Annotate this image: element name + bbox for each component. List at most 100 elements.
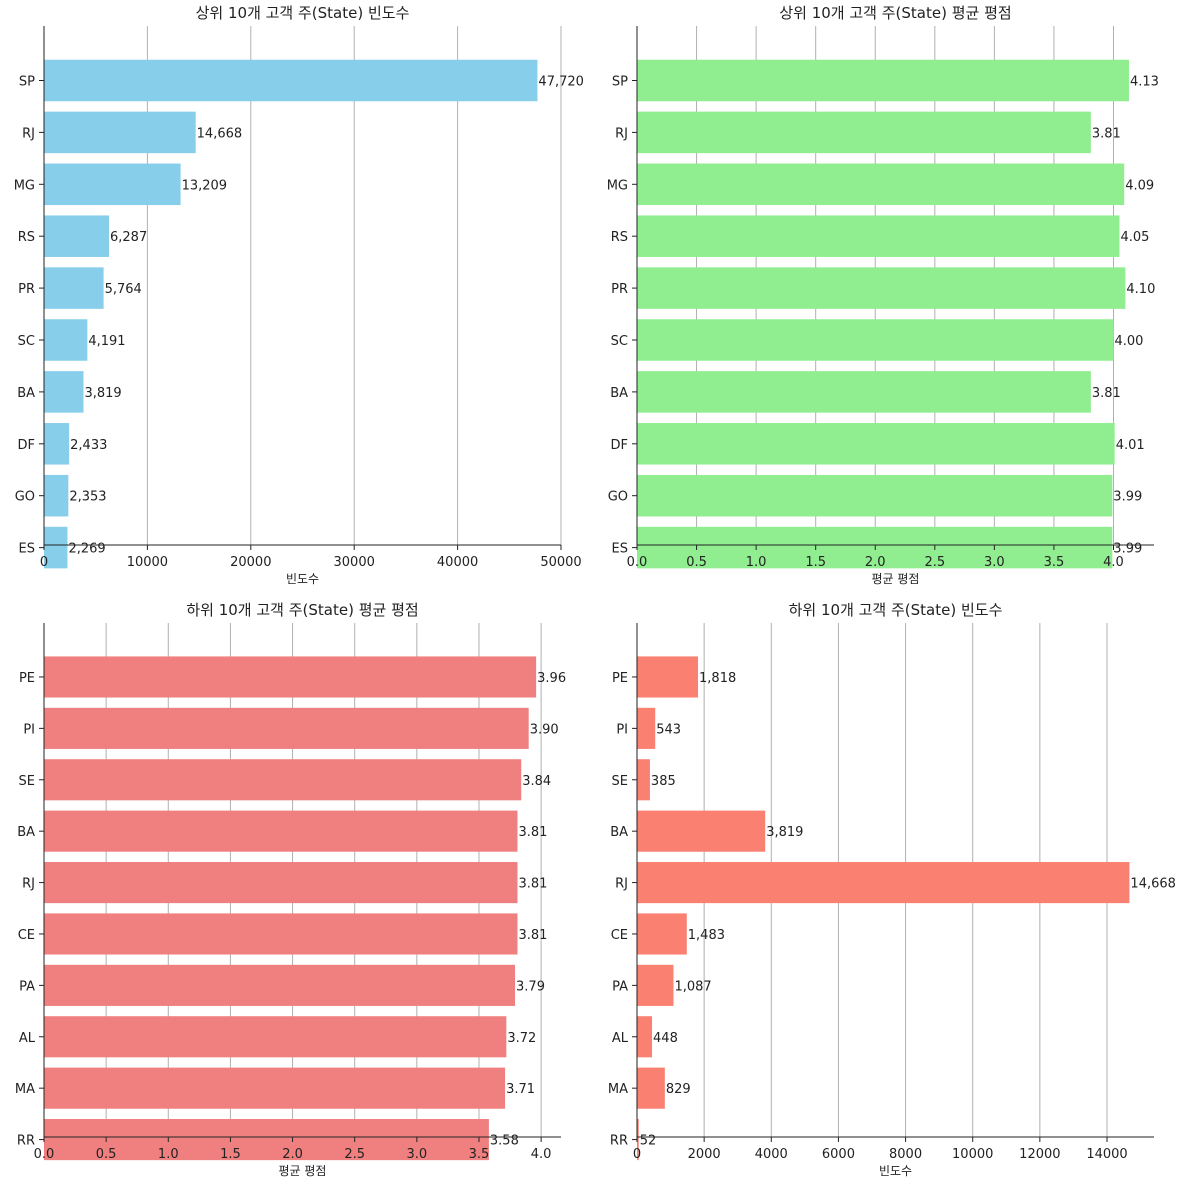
x-tick-label: 2.5 [344,1147,365,1162]
value-label: 13,209 [182,178,228,193]
x-tick-label: 1.5 [220,1147,241,1162]
bar-rj [44,862,518,904]
y-tick-label: RJ [615,126,628,141]
x-tick-label: 10000 [952,1147,993,1162]
y-tick-label: PE [612,671,628,686]
x-tick-label: 1.0 [158,1147,179,1162]
x-tick-label: 20000 [230,555,271,570]
value-label: 3.71 [506,1082,535,1097]
y-tick-label: MG [14,178,35,193]
bar-pr [637,267,1126,309]
chart-title: 하위 10개 고객 주(State) 평균 평점 [186,601,418,619]
value-label: 448 [653,1031,678,1046]
y-tick-label: AL [612,1031,629,1046]
y-tick-label: DF [18,438,36,453]
value-label: 2,269 [68,542,105,557]
bar-ce [44,913,518,955]
x-tick-label: 4000 [755,1147,788,1162]
bar-ba [637,371,1091,413]
value-label: 5,764 [105,282,142,297]
value-label: 2,433 [70,438,107,453]
x-tick-label: 3.0 [406,1147,427,1162]
value-label: 47,720 [538,74,584,89]
y-tick-label: RS [18,230,35,245]
bar-rj [44,111,196,154]
bar-rs [44,215,110,257]
value-label: 1,483 [688,928,725,943]
value-label: 4.09 [1125,178,1154,193]
y-tick-label: GO [15,490,35,505]
bar-al [637,1016,653,1058]
value-label: 3.81 [1092,386,1121,401]
x-tick-label: 6000 [822,1147,855,1162]
value-label: 14,668 [197,126,243,141]
x-tick-label: 2000 [688,1147,721,1162]
y-tick-label: RR [17,1134,35,1149]
value-label: 4.05 [1120,230,1149,245]
chart-1: SP 47,720 RJ 14,668 MG 13,209 RS 6,287 PR 5,764 SC… [14,4,584,586]
bar-pe [44,656,537,698]
x-tick-label: 0 [633,1147,641,1162]
value-label: 4.13 [1130,74,1159,89]
y-tick-label: BA [17,386,35,401]
x-axis-label: 평균 평점 [872,572,920,586]
value-label: 385 [651,774,676,789]
y-tick-label: PI [23,722,35,737]
bar-ma [44,1067,506,1109]
bar-pe [637,656,699,698]
bar-sp [637,59,1129,102]
value-label: 3.58 [490,1134,519,1149]
value-label: 3,819 [84,386,121,401]
value-label: 3,819 [766,825,803,840]
x-tick-label: 1.0 [746,555,767,570]
y-tick-label: BA [610,825,628,840]
chart-title: 상위 10개 고객 주(State) 빈도수 [196,4,410,22]
bar-rr [637,1119,639,1161]
y-tick-label: ES [612,542,628,557]
bar-df [44,423,70,465]
value-label: 3.81 [519,928,548,943]
x-tick-label: 4.0 [1103,555,1124,570]
y-tick-label: SP [612,74,628,89]
y-tick-label: BA [610,386,628,401]
x-tick-label: 3.0 [984,555,1005,570]
chart-3: PE 3.96 PI 3.90 SE 3.84 BA 3.81 RJ 3.81 CE 3.81 PA 3.… [15,601,566,1178]
x-tick-label: 3.5 [1044,555,1065,570]
value-label: 3.90 [530,722,559,737]
x-axis-label: 빈도수 [286,572,319,586]
x-tick-label: 10000 [127,555,168,570]
x-tick-label: 2.0 [282,1147,303,1162]
value-label: 4.00 [1114,334,1143,349]
value-label: 6,287 [110,230,147,245]
bar-ba [44,371,84,413]
bar-sp [44,59,538,102]
y-tick-label: GO [608,490,628,505]
y-tick-label: MA [15,1082,35,1097]
x-tick-label: 0.0 [34,1147,55,1162]
x-tick-label: 0.5 [686,555,707,570]
bar-es [44,526,68,569]
bar-rj [637,111,1091,154]
bar-pi [44,707,529,749]
bar-ce [637,913,687,955]
x-tick-label: 8000 [889,1147,922,1162]
y-tick-label: DF [611,438,629,453]
chart-4: PE 1,818 PI 543 SE 385 BA 3,819 RJ 14,668 CE 1,483 P… [608,601,1176,1178]
value-label: 1,818 [699,671,736,686]
x-tick-label: 4.0 [531,1147,552,1162]
value-label: 829 [666,1082,691,1097]
value-label: 543 [656,722,681,737]
bar-ba [44,810,518,852]
y-tick-label: PR [611,282,628,297]
bar-rs [637,215,1120,257]
y-tick-label: CE [18,928,35,943]
y-tick-label: MG [607,178,628,193]
bar-mg [637,163,1125,206]
bar-pi [637,707,656,749]
value-label: 3.99 [1113,490,1142,505]
bar-ba [637,810,766,852]
y-tick-label: PA [612,979,628,994]
y-tick-label: RJ [22,126,35,141]
y-tick-label: RJ [22,877,35,892]
